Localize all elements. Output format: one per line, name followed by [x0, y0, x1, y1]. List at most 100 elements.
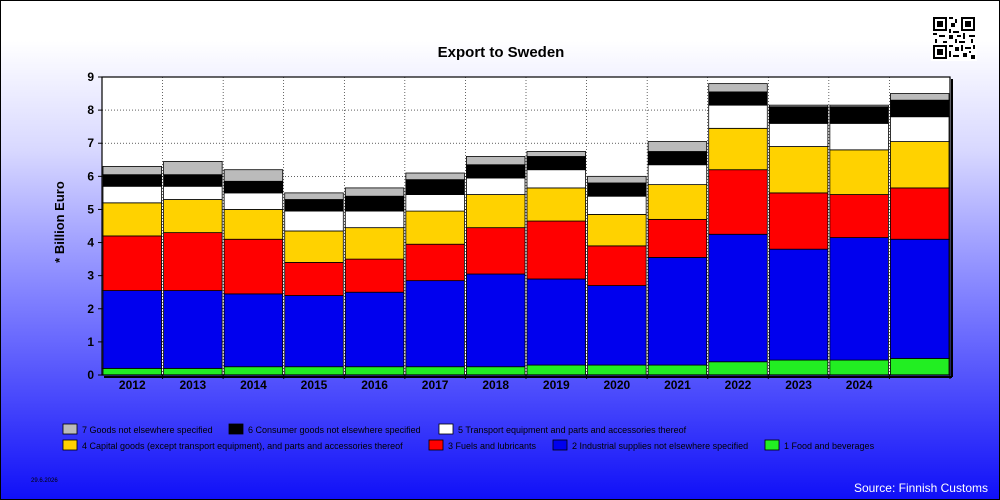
- legend-item: 5 Transport equipment and parts and acce…: [438, 423, 687, 435]
- bar-segment: [102, 235, 162, 291]
- bar-segment: [344, 210, 405, 229]
- source-note: Source: Finnish Customs: [854, 481, 988, 495]
- bar-segment: [587, 245, 647, 287]
- bar-segment: [708, 104, 768, 129]
- legend-label: 3 Fuels and lubricants: [448, 441, 537, 451]
- y-tick-label: 4: [87, 236, 94, 250]
- bar-segment: [284, 192, 344, 200]
- y-tick-label: 1: [87, 335, 94, 349]
- bar-segment: [829, 149, 889, 195]
- bar-segment: [163, 290, 223, 369]
- bar-segment: [102, 367, 162, 376]
- bar-segment: [284, 210, 344, 232]
- bar-segment: [163, 367, 223, 376]
- legend-label: 7 Goods not elsewhere specified: [82, 425, 213, 435]
- bar-segment: [526, 364, 586, 376]
- bar-segment: [344, 227, 405, 260]
- x-tick-label: 2017: [422, 378, 449, 392]
- bar-segment: [405, 280, 465, 368]
- bar-segment: [466, 194, 526, 229]
- legend-label: 1 Food and beverages: [784, 441, 875, 451]
- bar-segment: [587, 195, 647, 215]
- bar-segment: [102, 202, 162, 237]
- bar-segment: [344, 291, 405, 368]
- bar-segment: [223, 238, 284, 295]
- bar-segment: [890, 358, 950, 376]
- bar-segment: [466, 156, 526, 166]
- bar-segment: [163, 199, 223, 234]
- bar-segment: [587, 285, 647, 366]
- legend-label: 5 Transport equipment and parts and acce…: [458, 425, 687, 435]
- bar-segment: [223, 169, 284, 182]
- bar-segment: [163, 174, 223, 187]
- bar-segment: [768, 106, 829, 124]
- x-tick-label: 2012: [119, 378, 146, 392]
- bar-segment: [344, 258, 405, 293]
- bar-segment: [526, 169, 586, 189]
- bar-segment: [708, 233, 768, 363]
- bar-segment: [526, 187, 586, 222]
- bar-segment: [284, 295, 344, 368]
- bar-segment: [587, 175, 647, 184]
- x-tick-label: 2013: [180, 378, 207, 392]
- legend-swatch: [764, 439, 780, 451]
- bar-segment: [768, 146, 829, 194]
- legend-item: 6 Consumer goods not elsewhere specified: [228, 423, 421, 435]
- bar-segment: [344, 366, 405, 376]
- bar-segment: [526, 220, 586, 280]
- bar-segment: [102, 185, 162, 204]
- bar-segment: [405, 366, 465, 376]
- bar-segment: [768, 192, 829, 250]
- x-tick-label: 2016: [361, 378, 388, 392]
- bar-segment: [223, 293, 284, 368]
- bar-segment: [708, 83, 768, 93]
- legend-item: 2 Industrial supplies not elsewhere spec…: [552, 439, 748, 451]
- bar-segment: [526, 151, 586, 157]
- bar-segment: [587, 182, 647, 197]
- legend-label: 2 Industrial supplies not elsewhere spec…: [572, 441, 748, 451]
- qr-code-icon: [931, 15, 977, 61]
- bar-segment: [647, 141, 708, 152]
- x-tick-label: 2019: [543, 378, 570, 392]
- legend-swatch: [552, 439, 568, 451]
- legend: 7 Goods not elsewhere specified 6 Consume…: [62, 423, 875, 451]
- legend-swatch: [62, 423, 78, 435]
- bar-segment: [647, 364, 708, 376]
- legend-swatch: [228, 423, 244, 435]
- bar-segment: [890, 141, 950, 189]
- x-tick-label: 2018: [482, 378, 509, 392]
- legend-label: 6 Consumer goods not elsewhere specified: [248, 425, 421, 435]
- bar-segment: [163, 185, 223, 200]
- bar-segment: [284, 262, 344, 296]
- y-tick-label: 0: [87, 368, 94, 382]
- y-tick-label: 8: [87, 103, 94, 117]
- legend-item: 4 Capital goods (except transport equipm…: [62, 439, 403, 451]
- bar-segment: [829, 194, 889, 238]
- y-axis-label: * Billion Euro: [52, 181, 67, 263]
- y-tick-label: 5: [87, 202, 94, 216]
- bar-segment: [647, 257, 708, 366]
- bar-segment: [708, 127, 768, 171]
- bar-segment: [466, 164, 526, 179]
- y-tick-label: 9: [87, 70, 94, 84]
- x-tick-label: 2023: [785, 378, 812, 392]
- bar-segment: [163, 232, 223, 291]
- bar-segment: [768, 359, 829, 376]
- bar-segment: [223, 180, 284, 194]
- legend-swatch: [428, 439, 444, 451]
- bar-segment: [890, 187, 950, 240]
- bar-segment: [102, 174, 162, 187]
- x-tick-label: 2024: [846, 378, 873, 392]
- bar-segment: [526, 278, 586, 366]
- y-tick-label: 2: [87, 302, 94, 316]
- bar-segment: [829, 359, 889, 376]
- bar-segment: [647, 184, 708, 220]
- bar-segment: [405, 172, 465, 181]
- x-tick-label: 2014: [240, 378, 267, 392]
- bar-segment: [284, 230, 344, 263]
- bar-segment: [344, 187, 405, 197]
- bar-segment: [768, 248, 829, 361]
- bar-segment: [223, 366, 284, 376]
